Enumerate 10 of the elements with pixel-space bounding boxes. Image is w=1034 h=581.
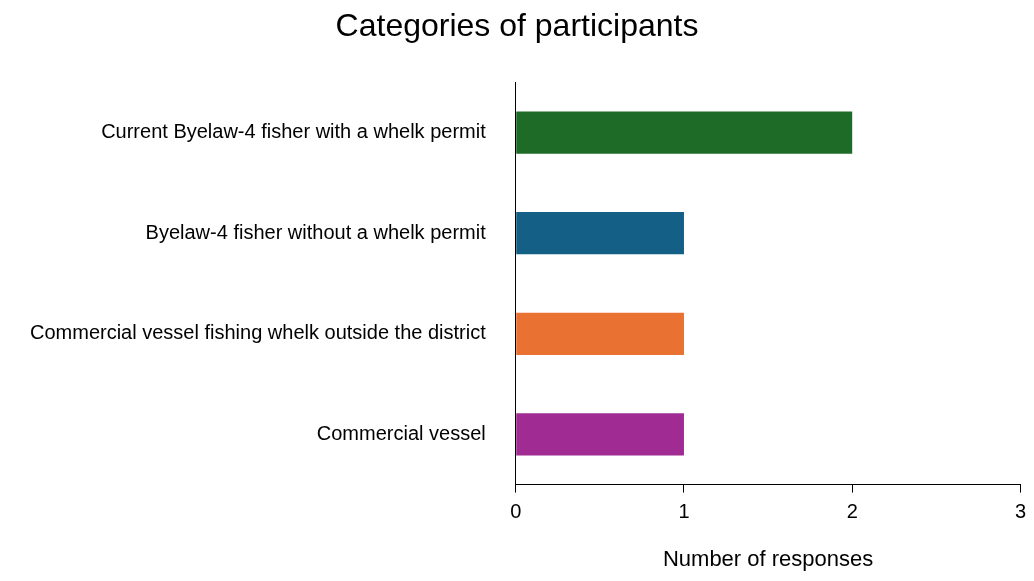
y-tick-label: Commercial vessel fishing whelk outside the district [30, 321, 487, 344]
y-tick-label: Byelaw-4 fisher without a whelk permit [145, 220, 487, 243]
x-tick-label: 3 [1014, 500, 1026, 523]
y-tick-label: Commercial vessel [316, 421, 486, 444]
x-tick-label: 2 [846, 500, 858, 523]
y-tick-label: Current Byelaw-4 fisher with a whelk permit [101, 120, 487, 143]
x-tick-label: 0 [510, 500, 522, 523]
x-axis-title: Number of responses [662, 545, 874, 571]
chart-title: Categories of participants [335, 7, 699, 44]
x-tick-label: 1 [678, 500, 690, 523]
